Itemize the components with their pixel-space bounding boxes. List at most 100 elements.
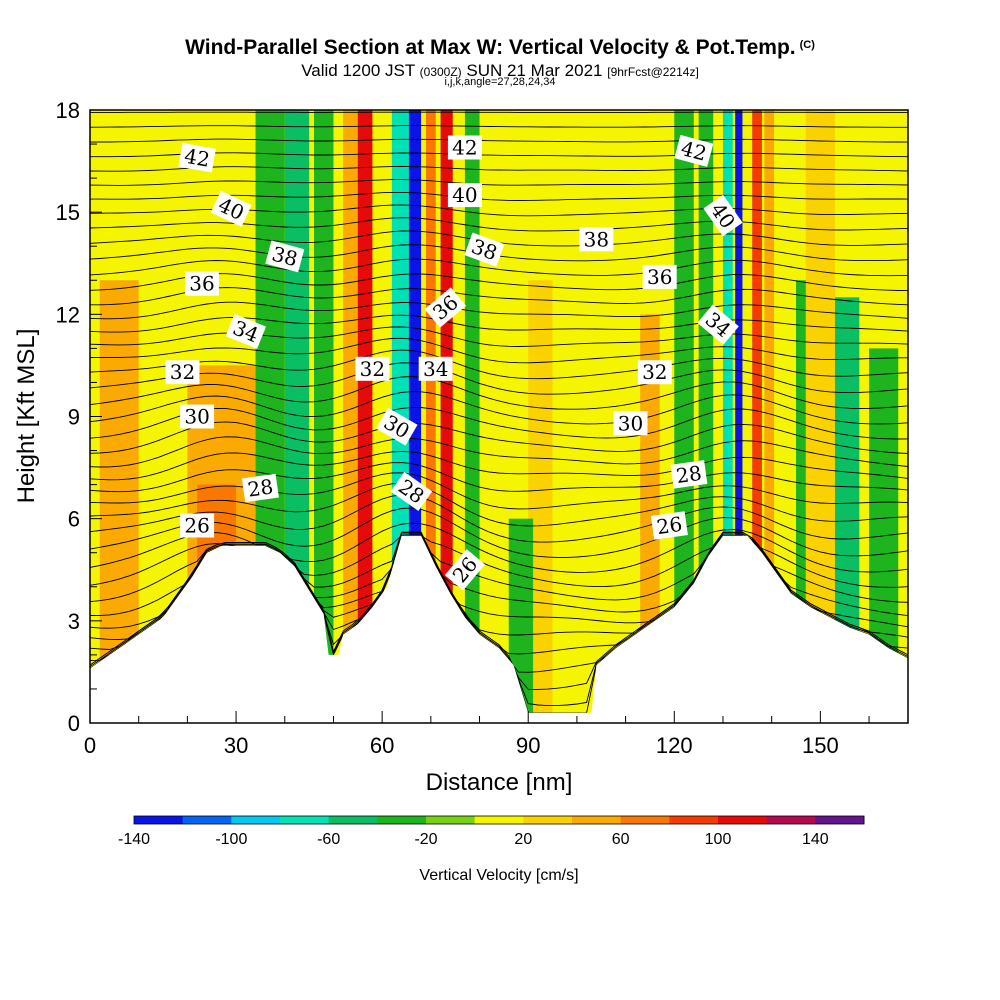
contour-label-box bbox=[225, 313, 267, 349]
w-band-21 bbox=[764, 110, 775, 723]
colorbar-swatch-10 bbox=[620, 816, 670, 824]
isentrope-line-15 bbox=[90, 462, 908, 493]
contour-label-17: 26 bbox=[444, 549, 486, 591]
isentrope-line-29 bbox=[90, 273, 908, 292]
contour-label-box bbox=[355, 356, 390, 381]
forecast-info: [9hrFcst@2214z] bbox=[607, 65, 699, 79]
isentrope-line-17 bbox=[90, 436, 908, 468]
contour-label-0: 42 bbox=[178, 142, 216, 173]
colorbar-swatch-0 bbox=[134, 816, 184, 824]
colorbar-frame bbox=[133, 815, 865, 825]
contour-label-text: 36 bbox=[647, 265, 672, 289]
isentrope-line-13 bbox=[90, 482, 908, 527]
isentrope-line-19 bbox=[90, 406, 908, 440]
w-band-7 bbox=[357, 110, 373, 723]
contour-label-5: 32 bbox=[165, 360, 200, 385]
x-tick-label: 60 bbox=[370, 733, 394, 758]
contour-label-box bbox=[703, 194, 743, 237]
y-tick-label: 12 bbox=[56, 302, 80, 327]
isentropes bbox=[90, 111, 908, 714]
contour-label-box bbox=[376, 407, 418, 446]
contour-label-box bbox=[674, 134, 714, 167]
w-band-16 bbox=[674, 110, 694, 723]
colorbar-tick-label: -60 bbox=[317, 831, 340, 848]
x-tick-label: 30 bbox=[224, 733, 248, 758]
isentrope-line-18 bbox=[90, 421, 908, 454]
y-tick-label: 3 bbox=[68, 609, 80, 634]
contour-label-box bbox=[424, 287, 467, 328]
contour-label-box bbox=[579, 227, 614, 252]
y-tick-label: 6 bbox=[68, 507, 80, 532]
isentrope-line-30 bbox=[90, 258, 908, 277]
x-tick-label: 150 bbox=[802, 733, 839, 758]
x-tick-label: 0 bbox=[84, 733, 96, 758]
contour-label-box bbox=[241, 473, 279, 503]
contour-label-box bbox=[447, 135, 482, 160]
contour-label-text: 42 bbox=[452, 136, 477, 160]
contour-label-text: 26 bbox=[655, 512, 684, 539]
contour-label-box bbox=[265, 240, 305, 273]
isentrope-line-21 bbox=[90, 376, 908, 410]
colorbar-swatch-8 bbox=[523, 816, 573, 824]
colorbar-swatch-14 bbox=[815, 816, 865, 824]
w-band-20 bbox=[752, 110, 762, 723]
isentrope-line-11 bbox=[90, 507, 908, 558]
contour-label-box bbox=[613, 411, 648, 436]
contour-label-box bbox=[180, 513, 215, 538]
terrain bbox=[90, 535, 908, 723]
colorbar-tick-label: 100 bbox=[705, 831, 732, 848]
contour-label-18: 38 bbox=[579, 227, 614, 252]
colorbar-swatch-6 bbox=[426, 816, 476, 824]
y-tick-label: 18 bbox=[56, 98, 80, 123]
contour-label-3: 36 bbox=[185, 271, 219, 296]
chart-indices: i,j,k,angle=27,28,24,34 bbox=[444, 76, 556, 88]
w-band-19 bbox=[735, 110, 743, 723]
isentrope-line-16 bbox=[90, 450, 908, 481]
copyright-mark: (C) bbox=[799, 39, 815, 51]
colorbar-swatch-4 bbox=[328, 816, 378, 824]
isentrope-line-9 bbox=[90, 535, 908, 588]
colorbar-tick-label: -20 bbox=[414, 831, 437, 848]
colorbar-swatch-5 bbox=[377, 816, 427, 824]
contour-label-box bbox=[178, 142, 216, 173]
colorbar-swatch-11 bbox=[669, 816, 719, 824]
colorbar-swatch-1 bbox=[182, 816, 232, 824]
contour-label-box bbox=[210, 190, 252, 227]
contour-label-8: 26 bbox=[180, 513, 215, 538]
w-band-10 bbox=[425, 110, 436, 723]
colorbar-swatch-12 bbox=[718, 816, 768, 824]
colorbar-swatch-9 bbox=[572, 816, 622, 824]
isentrope-line-40 bbox=[90, 125, 908, 128]
contour-label-box bbox=[464, 232, 505, 267]
contour-label-box bbox=[670, 460, 708, 489]
chart-subtitle: Valid 1200 JST (0300Z) SUN 21 Mar 2021 [… bbox=[0, 61, 1000, 81]
contour-label-box bbox=[447, 183, 482, 208]
isentrope-line-28 bbox=[90, 287, 908, 306]
contour-label-text: 26 bbox=[184, 514, 209, 538]
valid-prefix: Valid 1200 JST bbox=[301, 61, 415, 80]
y-tick-label: 9 bbox=[68, 405, 80, 430]
contour-label-box bbox=[390, 471, 433, 511]
w-band-18 bbox=[722, 110, 733, 723]
w-band-5 bbox=[313, 110, 334, 723]
colorbar-label: Vertical Velocity [cm/s] bbox=[419, 867, 578, 884]
colorbar-tick-label: -140 bbox=[118, 831, 150, 848]
x-axis-title: Distance [nm] bbox=[426, 769, 573, 796]
chart-title: Wind-Parallel Section at Max W: Vertical… bbox=[185, 36, 815, 59]
contour-label-box bbox=[697, 304, 739, 345]
y-tick-label: 0 bbox=[68, 711, 80, 736]
isentrope-line-33 bbox=[90, 217, 908, 232]
contour-label-text: 30 bbox=[184, 405, 209, 429]
isentrope-line-14 bbox=[90, 472, 908, 510]
contour-label-19: 36 bbox=[642, 264, 677, 289]
valid-date: SUN 21 Mar 2021 bbox=[466, 61, 603, 80]
isentrope-line-24 bbox=[90, 337, 908, 364]
contour-label-14: 34 bbox=[418, 356, 453, 381]
y-axis-title: Height [Kft MSL] bbox=[13, 329, 40, 504]
contour-label-13: 32 bbox=[355, 356, 390, 381]
y-tick-label: 15 bbox=[56, 200, 80, 225]
isentrope-line-36 bbox=[90, 179, 908, 186]
contour-label-9: 42 bbox=[447, 135, 482, 160]
